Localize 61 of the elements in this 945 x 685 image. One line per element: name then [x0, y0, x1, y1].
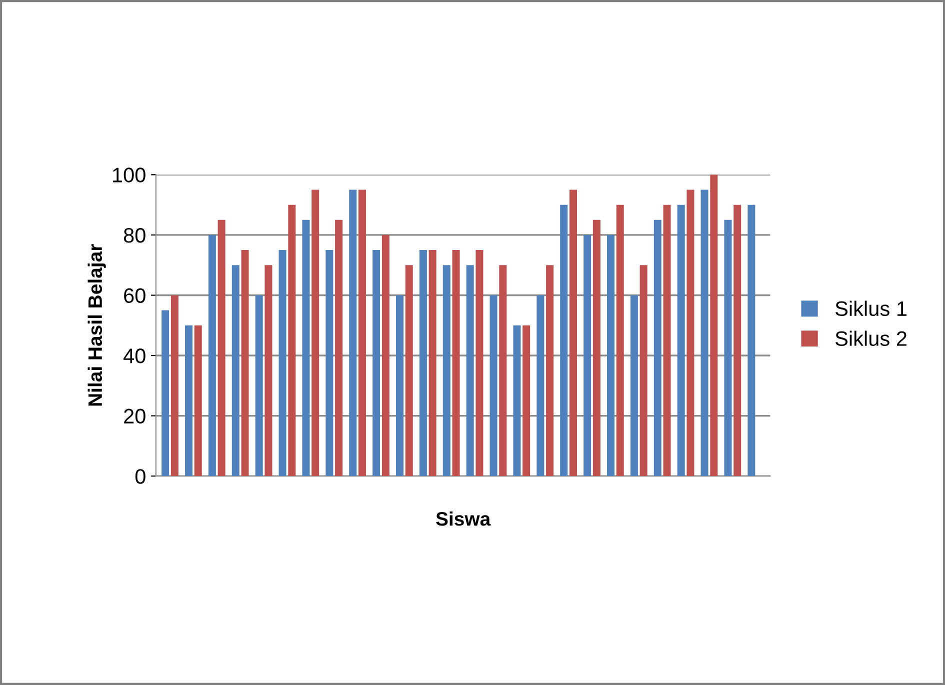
- bar: [349, 190, 357, 476]
- bar: [264, 265, 272, 476]
- bar: [513, 325, 521, 476]
- bar: [170, 295, 178, 476]
- bar: [724, 220, 732, 476]
- bar: [630, 295, 638, 476]
- bar: [710, 174, 718, 476]
- bar: [419, 250, 427, 476]
- bar: [162, 310, 170, 476]
- bar: [396, 295, 404, 476]
- bar: [734, 204, 742, 476]
- bar: [358, 190, 366, 476]
- bar: [218, 220, 226, 476]
- bar: [677, 204, 685, 476]
- bar: [686, 190, 694, 476]
- y-tick-label: 80: [124, 228, 146, 243]
- bar: [490, 295, 498, 476]
- bar: [428, 250, 436, 476]
- bar: [654, 220, 662, 476]
- y-tick-label: 40: [124, 348, 146, 364]
- bar: [241, 250, 249, 476]
- bar: [255, 295, 263, 476]
- bar: [335, 220, 343, 476]
- legend-label: Siklus 1: [835, 300, 906, 316]
- bar: [499, 265, 507, 476]
- legend-label: Siklus 2: [835, 330, 906, 346]
- bar: [302, 220, 310, 476]
- bar: [278, 250, 286, 476]
- bar: [452, 250, 460, 476]
- bar: [288, 204, 296, 476]
- bar: [616, 204, 624, 476]
- bar: [663, 204, 671, 476]
- bar: [326, 250, 334, 476]
- bar: [312, 190, 320, 476]
- bar: [569, 190, 577, 476]
- bar: [372, 250, 380, 476]
- bar: [536, 295, 544, 476]
- y-tick-label: 0: [135, 469, 146, 484]
- bar: [208, 234, 216, 476]
- y-axis-title: Nilai Hasil Belajar: [88, 244, 106, 406]
- bar: [476, 250, 484, 476]
- y-tick-label: 20: [124, 408, 146, 424]
- bar: [442, 265, 450, 476]
- bar: [592, 220, 600, 476]
- bar: [466, 265, 474, 476]
- bar: [560, 204, 568, 476]
- y-tick-label: 60: [124, 288, 146, 303]
- bar: [640, 265, 648, 476]
- bar: [700, 190, 708, 476]
- bar: [522, 325, 530, 476]
- bar: [184, 325, 192, 476]
- x-axis-title: Siswa: [436, 511, 491, 526]
- bar: [232, 265, 240, 476]
- bar: [748, 204, 756, 476]
- bar: [584, 234, 592, 476]
- bar: [607, 234, 614, 476]
- y-tick-label: 100: [113, 168, 146, 182]
- bar: [382, 234, 390, 476]
- bar: [546, 265, 554, 476]
- bar: [194, 325, 202, 476]
- bar: [405, 265, 413, 476]
